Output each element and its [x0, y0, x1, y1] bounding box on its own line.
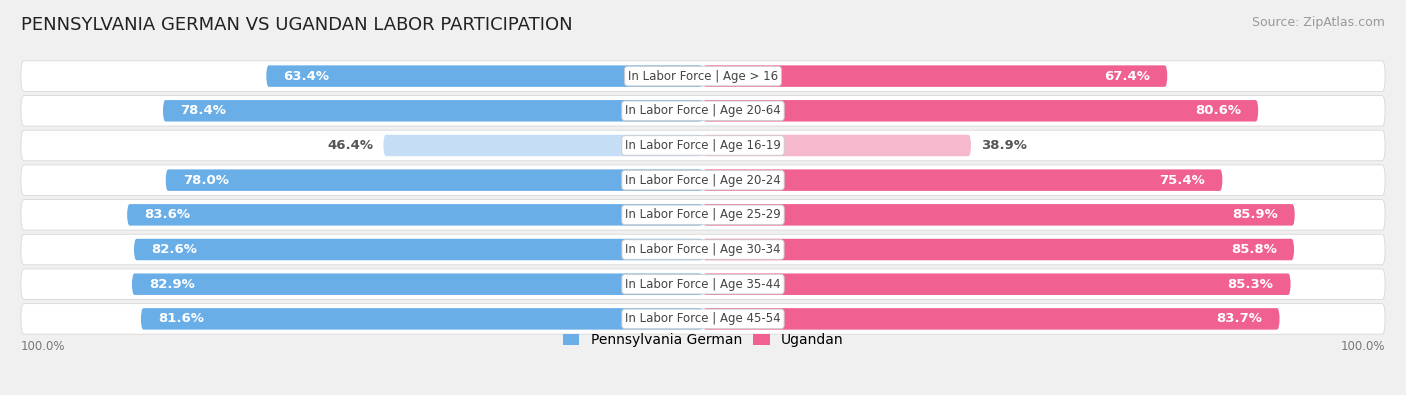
FancyBboxPatch shape	[21, 96, 1385, 126]
FancyBboxPatch shape	[21, 130, 1385, 161]
Text: In Labor Force | Age 25-29: In Labor Force | Age 25-29	[626, 208, 780, 221]
FancyBboxPatch shape	[134, 239, 703, 260]
Text: 82.9%: 82.9%	[149, 278, 195, 291]
FancyBboxPatch shape	[21, 61, 1385, 91]
Text: 75.4%: 75.4%	[1160, 174, 1205, 187]
Text: In Labor Force | Age 20-64: In Labor Force | Age 20-64	[626, 104, 780, 117]
FancyBboxPatch shape	[703, 169, 1222, 191]
FancyBboxPatch shape	[703, 135, 972, 156]
FancyBboxPatch shape	[21, 199, 1385, 230]
Text: 81.6%: 81.6%	[157, 312, 204, 325]
Text: 82.6%: 82.6%	[152, 243, 197, 256]
Text: Source: ZipAtlas.com: Source: ZipAtlas.com	[1251, 16, 1385, 29]
FancyBboxPatch shape	[163, 100, 703, 122]
FancyBboxPatch shape	[703, 100, 1258, 122]
FancyBboxPatch shape	[384, 135, 703, 156]
Text: 63.4%: 63.4%	[284, 70, 329, 83]
Text: 38.9%: 38.9%	[981, 139, 1028, 152]
FancyBboxPatch shape	[703, 239, 1294, 260]
FancyBboxPatch shape	[127, 204, 703, 226]
FancyBboxPatch shape	[266, 65, 703, 87]
Text: 78.4%: 78.4%	[180, 104, 226, 117]
FancyBboxPatch shape	[703, 273, 1291, 295]
Text: 83.6%: 83.6%	[145, 208, 190, 221]
Text: 85.8%: 85.8%	[1232, 243, 1277, 256]
FancyBboxPatch shape	[21, 165, 1385, 196]
Text: In Labor Force | Age 45-54: In Labor Force | Age 45-54	[626, 312, 780, 325]
Text: 83.7%: 83.7%	[1216, 312, 1263, 325]
FancyBboxPatch shape	[21, 234, 1385, 265]
Text: In Labor Force | Age 35-44: In Labor Force | Age 35-44	[626, 278, 780, 291]
Text: 67.4%: 67.4%	[1104, 70, 1150, 83]
Text: In Labor Force | Age 30-34: In Labor Force | Age 30-34	[626, 243, 780, 256]
Text: 100.0%: 100.0%	[21, 340, 66, 353]
FancyBboxPatch shape	[703, 204, 1295, 226]
Text: In Labor Force | Age > 16: In Labor Force | Age > 16	[628, 70, 778, 83]
Text: In Labor Force | Age 20-24: In Labor Force | Age 20-24	[626, 174, 780, 187]
Text: 80.6%: 80.6%	[1195, 104, 1241, 117]
FancyBboxPatch shape	[703, 65, 1167, 87]
FancyBboxPatch shape	[703, 308, 1279, 330]
Text: 85.3%: 85.3%	[1227, 278, 1274, 291]
Legend: Pennsylvania German, Ugandan: Pennsylvania German, Ugandan	[557, 327, 849, 353]
Text: 46.4%: 46.4%	[328, 139, 373, 152]
Text: 100.0%: 100.0%	[1340, 340, 1385, 353]
Text: 85.9%: 85.9%	[1232, 208, 1278, 221]
FancyBboxPatch shape	[166, 169, 703, 191]
FancyBboxPatch shape	[21, 304, 1385, 334]
Text: 78.0%: 78.0%	[183, 174, 229, 187]
FancyBboxPatch shape	[141, 308, 703, 330]
Text: PENNSYLVANIA GERMAN VS UGANDAN LABOR PARTICIPATION: PENNSYLVANIA GERMAN VS UGANDAN LABOR PAR…	[21, 16, 572, 34]
FancyBboxPatch shape	[21, 269, 1385, 299]
Text: In Labor Force | Age 16-19: In Labor Force | Age 16-19	[626, 139, 780, 152]
FancyBboxPatch shape	[132, 273, 703, 295]
